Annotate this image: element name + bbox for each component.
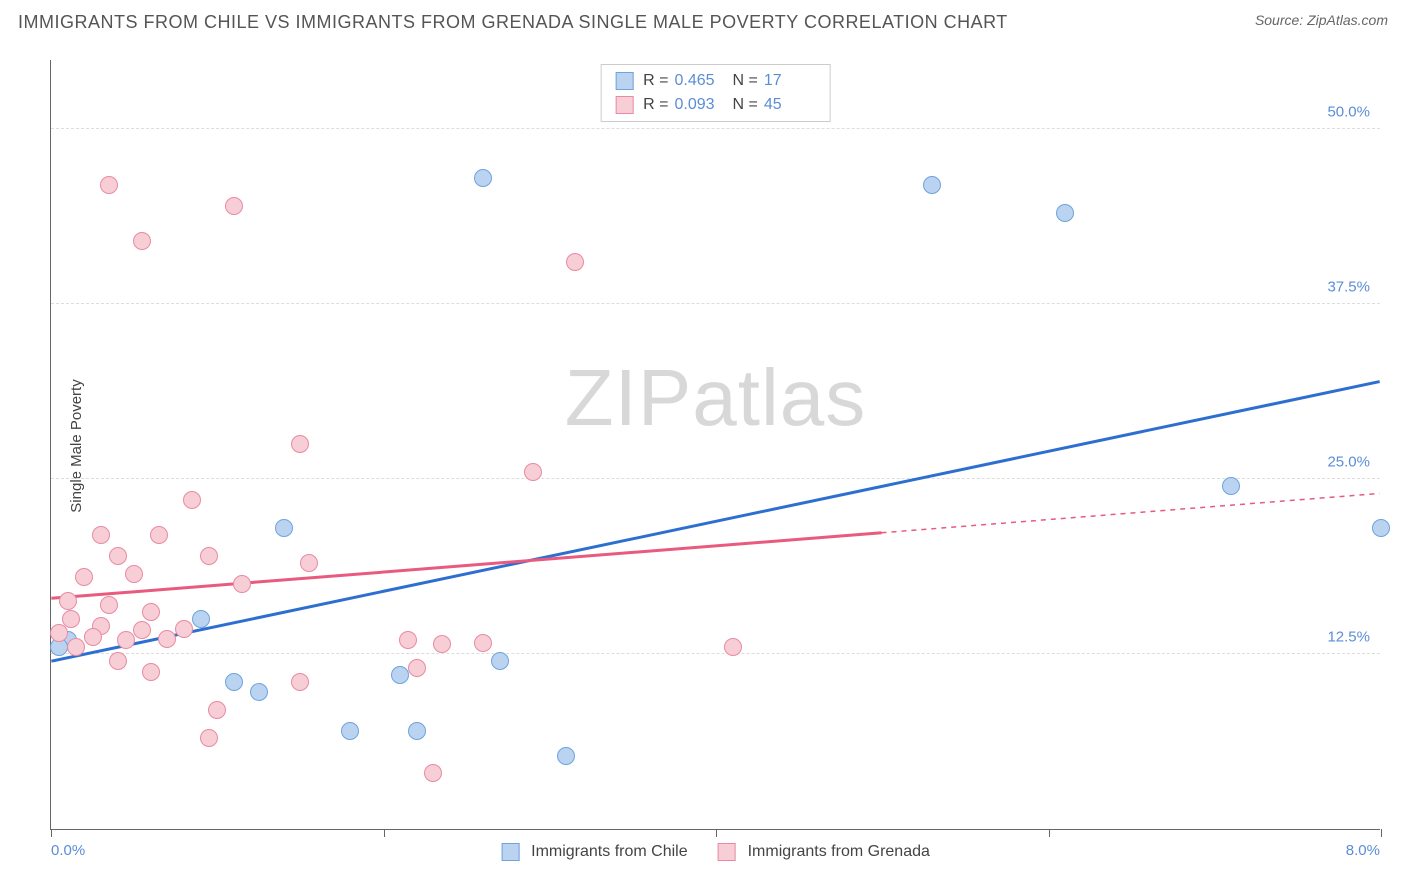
gridline <box>51 128 1380 129</box>
swatch-chile-bottom <box>501 843 519 861</box>
watermark: ZIPatlas <box>565 352 866 444</box>
data-point <box>1222 477 1240 495</box>
x-tick <box>384 829 385 837</box>
data-point <box>100 596 118 614</box>
data-point <box>225 673 243 691</box>
data-point <box>408 722 426 740</box>
data-point <box>724 638 742 656</box>
data-point <box>109 652 127 670</box>
correlation-legend: R = 0.465 N = 17 R = 0.093 N = 45 <box>600 64 831 122</box>
x-tick <box>51 829 52 837</box>
data-point <box>408 659 426 677</box>
data-point <box>84 628 102 646</box>
data-point <box>142 603 160 621</box>
data-point <box>50 624 68 642</box>
x-tick-label: 0.0% <box>51 842 85 859</box>
y-tick-label: 50.0% <box>1327 104 1370 121</box>
data-point <box>474 634 492 652</box>
data-point <box>250 683 268 701</box>
data-point <box>92 526 110 544</box>
trend-lines <box>51 60 1380 829</box>
x-tick <box>1049 829 1050 837</box>
data-point <box>341 722 359 740</box>
gridline <box>51 478 1380 479</box>
data-point <box>67 638 85 656</box>
data-point <box>75 568 93 586</box>
data-point <box>474 169 492 187</box>
x-tick <box>716 829 717 837</box>
data-point <box>275 519 293 537</box>
x-tick-label: 8.0% <box>1346 842 1380 859</box>
data-point <box>59 592 77 610</box>
x-tick <box>1381 829 1382 837</box>
data-point <box>291 673 309 691</box>
legend-row-grenada: R = 0.093 N = 45 <box>615 93 816 117</box>
data-point <box>150 526 168 544</box>
data-point <box>133 621 151 639</box>
data-point <box>923 176 941 194</box>
data-point <box>125 565 143 583</box>
data-point <box>424 764 442 782</box>
data-point <box>117 631 135 649</box>
legend-item-grenada: Immigrants from Grenada <box>718 843 930 861</box>
data-point <box>225 197 243 215</box>
data-point <box>208 701 226 719</box>
data-point <box>233 575 251 593</box>
data-point <box>524 463 542 481</box>
chart-title: IMMIGRANTS FROM CHILE VS IMMIGRANTS FROM… <box>18 12 1008 33</box>
swatch-grenada <box>615 96 633 114</box>
swatch-chile <box>615 72 633 90</box>
data-point <box>133 232 151 250</box>
data-point <box>391 666 409 684</box>
data-point <box>192 610 210 628</box>
data-point <box>109 547 127 565</box>
scatter-chart: ZIPatlas R = 0.465 N = 17 R = 0.093 N = … <box>50 60 1380 830</box>
y-tick-label: 37.5% <box>1327 279 1370 296</box>
source-attribution: Source: ZipAtlas.com <box>1255 12 1388 28</box>
data-point <box>399 631 417 649</box>
data-point <box>557 747 575 765</box>
data-point <box>433 635 451 653</box>
data-point <box>1372 519 1390 537</box>
y-tick-label: 12.5% <box>1327 629 1370 646</box>
data-point <box>291 435 309 453</box>
gridline <box>51 653 1380 654</box>
legend-item-chile: Immigrants from Chile <box>501 843 687 861</box>
data-point <box>200 547 218 565</box>
data-point <box>1056 204 1074 222</box>
data-point <box>100 176 118 194</box>
y-tick-label: 25.0% <box>1327 454 1370 471</box>
data-point <box>491 652 509 670</box>
data-point <box>175 620 193 638</box>
gridline <box>51 303 1380 304</box>
data-point <box>200 729 218 747</box>
legend-row-chile: R = 0.465 N = 17 <box>615 69 816 93</box>
data-point <box>300 554 318 572</box>
series-legend: Immigrants from Chile Immigrants from Gr… <box>501 843 930 861</box>
data-point <box>142 663 160 681</box>
data-point <box>566 253 584 271</box>
header: IMMIGRANTS FROM CHILE VS IMMIGRANTS FROM… <box>0 0 1406 39</box>
swatch-grenada-bottom <box>718 843 736 861</box>
data-point <box>183 491 201 509</box>
data-point <box>158 630 176 648</box>
